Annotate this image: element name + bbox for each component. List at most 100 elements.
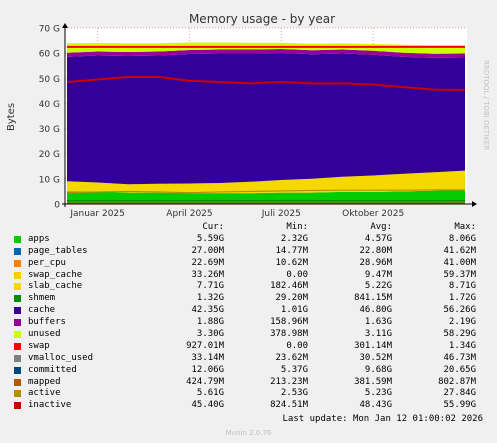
legend-cur-value: 927.01M xyxy=(186,340,224,351)
legend-header-cur: Cur: xyxy=(202,222,224,232)
legend-table: Cur: Min: Avg: Max: apps 5.59G 2.32G 4.57G 8… xyxy=(14,222,489,412)
last-update: Last update: Mon Jan 12 01:00:02 2026 xyxy=(282,414,483,424)
legend-row-per_cpu: per_cpu 22.69M 10.62M 28.96M 41.00M xyxy=(14,258,489,270)
legend-header: Cur: Min: Avg: Max: xyxy=(14,222,489,234)
legend-min-value: 1.01G xyxy=(280,305,308,316)
legend-row-vmalloc_used: vmalloc_used 33.14M 23.62M 30.52M 46.73M xyxy=(14,353,489,365)
legend-avg-value: 3.11G xyxy=(364,329,392,340)
legend-swatch xyxy=(14,283,21,291)
legend-max-value: 41.00M xyxy=(443,257,476,268)
area-buffers xyxy=(67,49,465,58)
legend-min-value: 158.96M xyxy=(270,317,308,328)
legend-row-swap: swap 927.01M 0.00 301.14M 1.34G xyxy=(14,341,489,353)
memory-chart: Memory usage - by year Bytes RRDTOOL / T… xyxy=(6,12,490,219)
legend-row-unused: unused 3.30G 378.98M 3.11G 58.29G xyxy=(14,329,489,341)
y-tick-label: 50 G xyxy=(39,75,60,85)
legend-swatch xyxy=(14,295,21,303)
x-tick-label: Oktober 2025 xyxy=(342,209,404,219)
legend-min-value: 14.77M xyxy=(275,245,308,256)
legend-max-value: 59.37M xyxy=(443,269,476,280)
legend-min-value: 182.46M xyxy=(270,281,308,292)
legend-cur-value: 3.30G xyxy=(196,329,224,340)
legend-min-value: 5.37G xyxy=(280,364,308,375)
legend-max-value: 8.06G xyxy=(448,233,476,244)
legend-header-avg: Avg: xyxy=(370,222,392,232)
legend-cur-value: 1.32G xyxy=(196,293,224,304)
legend-min-value: 0.00 xyxy=(286,269,308,280)
legend-avg-value: 30.52M xyxy=(359,352,392,363)
legend-cur-value: 12.06G xyxy=(191,364,224,375)
chart-title: Memory usage - by year xyxy=(189,12,335,26)
legend-swatch xyxy=(14,331,21,339)
x-tick-label: Januar 2025 xyxy=(69,209,125,219)
line-inactive xyxy=(66,76,466,91)
x-axis-arrow xyxy=(472,201,477,207)
legend-max-value: 8.71G xyxy=(448,281,476,292)
area-cache xyxy=(67,53,465,185)
legend-avg-value: 5.22G xyxy=(364,281,392,292)
legend-header-min: Min: xyxy=(286,222,308,232)
legend-series-name: apps xyxy=(28,233,50,244)
y-tick-label: 60 G xyxy=(39,50,60,60)
legend-swatch xyxy=(14,366,21,374)
legend-avg-value: 48.43G xyxy=(359,400,392,411)
area-slab_cache xyxy=(67,170,465,194)
legend-series-name: active xyxy=(28,388,61,399)
legend-series-name: vmalloc_used xyxy=(28,352,94,363)
legend-min-value: 378.98M xyxy=(270,329,308,340)
series-lines xyxy=(66,45,466,204)
legend-avg-value: 22.80M xyxy=(359,245,392,256)
legend-row-cache: cache 42.35G 1.01G 46.80G 56.26G xyxy=(14,305,489,317)
x-tick-label: Juli 2025 xyxy=(261,209,301,219)
legend-min-value: 29.20M xyxy=(275,293,308,304)
legend-swatch xyxy=(14,402,21,410)
legend-min-value: 10.62M xyxy=(275,257,308,268)
legend-cur-value: 5.59G xyxy=(196,233,224,244)
legend-avg-value: 301.14M xyxy=(354,340,392,351)
legend-min-value: 2.32G xyxy=(280,233,308,244)
legend-max-value: 2.19G xyxy=(448,317,476,328)
legend-series-name: cache xyxy=(28,305,56,316)
legend-max-value: 802.87M xyxy=(438,376,476,387)
legend-swatch xyxy=(14,307,21,315)
legend-swatch xyxy=(14,378,21,386)
line-active xyxy=(66,189,465,194)
stacked-areas xyxy=(67,42,465,204)
rrdtool-credit: RRDTOOL / TOBI OETIKER xyxy=(482,60,490,150)
legend-avg-value: 5.23G xyxy=(364,388,392,399)
legend-series-name: slab_cache xyxy=(28,281,83,292)
legend-row-committed: committed 12.06G 5.37G 9.68G 20.65G xyxy=(14,365,489,377)
legend-max-value: 27.84G xyxy=(443,388,476,399)
legend-cur-value: 42.35G xyxy=(191,305,224,316)
y-tick-label: 30 G xyxy=(39,125,60,135)
y-axis-label: Bytes xyxy=(6,103,17,131)
legend-cur-value: 33.14M xyxy=(191,352,224,363)
legend-row-slab_cache: slab_cache 7.71G 182.46M 5.22G 8.71G xyxy=(14,281,489,293)
legend-row-inactive: inactive 45.40G 824.51M 48.43G 55.99G xyxy=(14,400,489,412)
legend-row-page_tables: page_tables 27.00M 14.77M 22.80M 41.62M xyxy=(14,246,489,258)
y-tick-label: 40 G xyxy=(39,100,60,110)
legend-cur-value: 1.88G xyxy=(196,317,224,328)
munin-version: Munin 2.0.76 xyxy=(225,429,272,437)
area-unused xyxy=(67,42,465,54)
legend-row-active: active 5.61G 2.53G 5.23G 27.84G xyxy=(14,388,489,400)
y-axis-arrow xyxy=(62,23,68,28)
legend-avg-value: 46.80G xyxy=(359,305,392,316)
legend-swatch xyxy=(14,271,21,279)
legend-series-name: mapped xyxy=(28,376,61,387)
legend-row-swap_cache: swap_cache 33.26M 0.00 9.47M 59.37M xyxy=(14,270,489,282)
legend-series-name: swap xyxy=(28,340,50,351)
legend-min-value: 213.23M xyxy=(270,376,308,387)
x-tick-label: April 2025 xyxy=(166,209,212,219)
legend-max-value: 46.73M xyxy=(443,352,476,363)
legend-max-value: 58.29G xyxy=(443,329,476,340)
legend-series-name: committed xyxy=(28,364,77,375)
y-tick-label: 0 xyxy=(54,201,60,211)
y-tick-label: 20 G xyxy=(39,150,60,160)
legend-cur-value: 7.71G xyxy=(196,281,224,292)
legend-series-name: inactive xyxy=(28,400,72,411)
legend-swatch xyxy=(14,259,21,267)
legend-row-apps: apps 5.59G 2.32G 4.57G 8.06G xyxy=(14,234,489,246)
legend-row-mapped: mapped 424.79M 213.23M 381.59M 802.87M xyxy=(14,377,489,389)
legend-cur-value: 5.61G xyxy=(196,388,224,399)
